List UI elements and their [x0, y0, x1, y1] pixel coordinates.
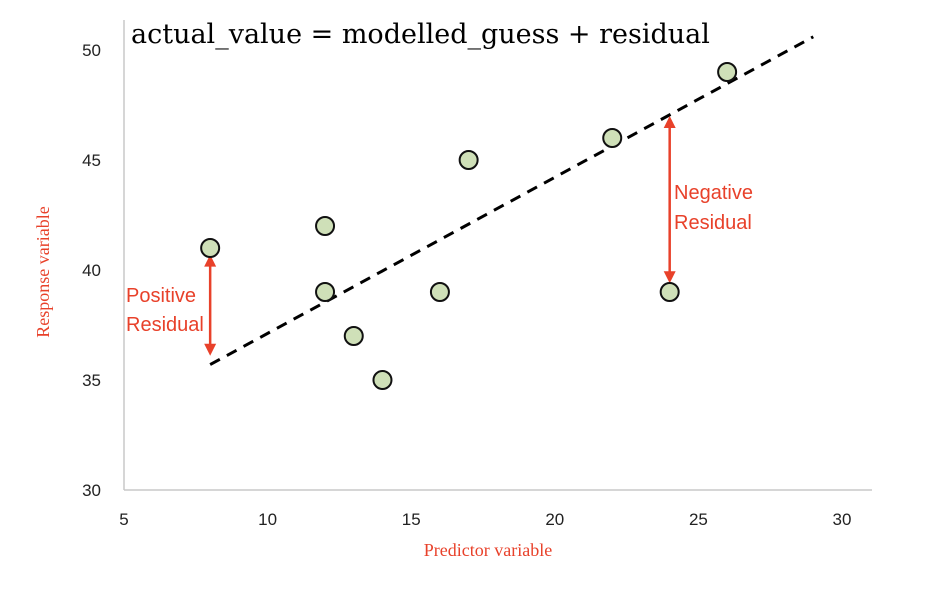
data-point: [200, 238, 221, 258]
data-point: [458, 150, 479, 170]
data-point: [429, 282, 450, 302]
positive-residual-label: Positive: [126, 285, 196, 307]
positive-residual-label-line2: Residual: [126, 314, 204, 336]
y-tick-label: 35: [82, 371, 101, 390]
x-tick-label: 30: [833, 510, 852, 529]
data-point: [659, 282, 680, 302]
residual-arrow: [204, 254, 217, 356]
negative-residual-label-line2: Residual: [674, 212, 752, 234]
trend-line: [209, 35, 814, 366]
residual-arrow: [663, 116, 676, 284]
x-axis-title: Predictor variable: [424, 540, 552, 560]
y-tick-label: 50: [82, 41, 101, 60]
y-tick-label: 30: [82, 481, 101, 500]
x-tick-label: 15: [402, 510, 421, 529]
y-axis-title: Response variable: [33, 206, 53, 337]
x-tick-label: 25: [689, 510, 708, 529]
data-point: [343, 326, 364, 346]
x-tick-label: 10: [258, 510, 277, 529]
y-tick-labels: 30 35 40 45 50: [82, 41, 101, 500]
chart-title: actual_value = modelled_guess + residual: [131, 19, 710, 50]
y-tick-label: 45: [82, 151, 101, 170]
axes: [123, 20, 872, 491]
data-points: [200, 62, 738, 390]
data-point: [315, 282, 336, 302]
x-tick-label: 5: [119, 510, 128, 529]
residual-arrows: [204, 116, 676, 356]
data-point: [602, 128, 623, 148]
data-point: [372, 370, 393, 390]
data-point: [315, 216, 336, 236]
x-tick-labels: 5 10 15 20 25 30: [119, 510, 851, 529]
x-tick-label: 20: [545, 510, 564, 529]
y-tick-label: 40: [82, 261, 101, 280]
negative-residual-label: Negative: [674, 182, 753, 204]
data-point: [717, 62, 738, 82]
